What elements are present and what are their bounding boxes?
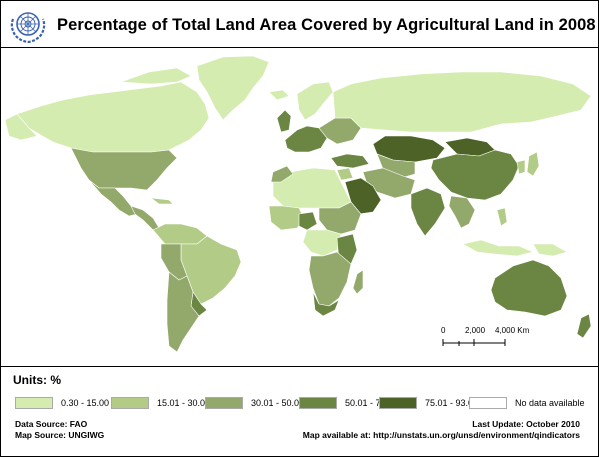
southern-africa — [308, 251, 352, 307]
map-available: Map available at: http://unstats.un.org/… — [302, 430, 580, 440]
cuba — [150, 197, 174, 205]
india — [410, 187, 446, 237]
legend-class-3: 30.01 - 50.00 — [205, 396, 304, 410]
legend-class-5: 75.01 - 93.00 — [379, 396, 478, 410]
indonesia — [462, 239, 534, 257]
legend-divider — [1, 366, 598, 367]
southeast-asia — [448, 195, 476, 229]
australia — [490, 259, 568, 317]
levant — [336, 167, 354, 181]
western-europe — [284, 125, 328, 153]
legend-label: 30.01 - 50.00 — [251, 398, 305, 408]
sudan-ethiopia — [318, 201, 362, 235]
scale-label-2000: 2,000 — [465, 326, 486, 335]
units-label: Units: % — [13, 373, 61, 387]
madagascar — [352, 269, 364, 295]
legend-swatch — [15, 397, 53, 409]
map-source: Map Source: UNGIWG — [15, 430, 105, 440]
uk-ireland — [276, 109, 292, 133]
world-map — [1, 48, 598, 366]
turkey — [330, 153, 370, 169]
iceland — [268, 89, 290, 101]
morocco — [270, 165, 294, 183]
legend-swatch — [379, 397, 417, 409]
japan — [526, 151, 540, 177]
central-america — [130, 205, 160, 231]
philippines — [496, 207, 508, 227]
legend-swatch — [205, 397, 243, 409]
legend-class-no-data: No data available — [469, 396, 585, 410]
central-africa — [302, 229, 342, 257]
canada — [16, 81, 210, 153]
northern-south-america — [152, 223, 208, 245]
data-source: Data Source: FAO — [15, 419, 88, 429]
greenland — [196, 55, 270, 121]
legend-label: 75.01 - 93.00 — [425, 398, 479, 408]
arctic-islands — [120, 67, 192, 85]
un-emblem-icon — [7, 5, 49, 45]
legend-class-4: 50.01 - 75.00 — [299, 396, 398, 410]
russia — [332, 71, 592, 133]
legend-class-1: 0.30 - 15.00 — [15, 396, 109, 410]
legend-class-2: 15.01 - 30.00 — [111, 396, 210, 410]
legend-swatch — [299, 397, 337, 409]
legend-label: 0.30 - 15.00 — [61, 398, 110, 408]
argentina — [166, 271, 200, 353]
scale-bar: 0 2,000 4,000 Km — [439, 326, 539, 356]
scandinavia — [296, 81, 334, 121]
map-title: Percentage of Total Land Area Covered by… — [57, 16, 596, 34]
nigeria — [298, 211, 318, 231]
south-africa — [312, 291, 340, 317]
legend-swatch — [111, 397, 149, 409]
scale-label-4000: 4,000 Km — [495, 326, 530, 335]
scale-label-0: 0 — [441, 326, 446, 335]
header-divider — [1, 47, 598, 48]
legend-label: 15.01 - 30.00 — [157, 398, 211, 408]
legend-label: 50.01 - 75.00 — [345, 398, 399, 408]
korea — [516, 159, 526, 175]
china — [430, 149, 520, 201]
last-update: Last Update: October 2010 — [472, 419, 580, 429]
alaska — [4, 113, 38, 141]
header: Percentage of Total Land Area Covered by… — [1, 1, 598, 47]
new-guinea — [532, 243, 568, 257]
legend-label: No data available — [515, 398, 585, 408]
united-states — [70, 147, 178, 191]
new-zealand — [576, 313, 592, 339]
legend-swatch — [469, 397, 507, 409]
